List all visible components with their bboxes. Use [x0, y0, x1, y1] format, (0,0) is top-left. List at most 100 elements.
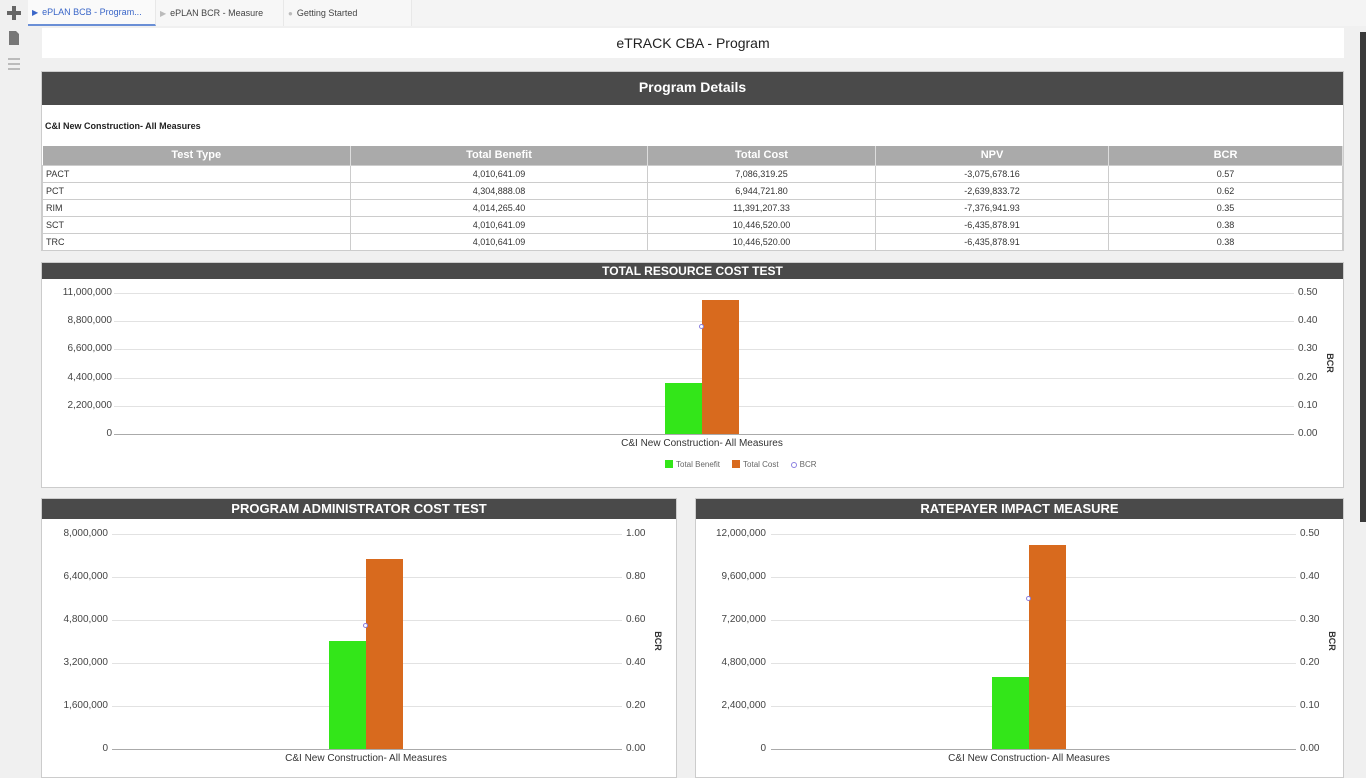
cell: 10,446,520.00	[647, 232, 876, 251]
y2-tick-label: 0.50	[1300, 528, 1320, 539]
y2-tick-label: 0.20	[1298, 371, 1318, 383]
tab-bar: ▶ ePLAN BCB - Program... ▶ ePLAN BCR - M…	[28, 0, 1366, 26]
legend-item[interactable]: Total Cost	[732, 460, 779, 469]
cell: 4,010,641.09	[350, 164, 648, 183]
program-name: C&I New Construction- All Measures	[45, 121, 201, 131]
page-title: eTRACK CBA - Program	[42, 28, 1344, 58]
y-tick-label: 0	[102, 743, 108, 754]
cell: -6,435,878.91	[875, 232, 1109, 251]
y2-tick-label: 0.10	[1300, 700, 1320, 711]
tab-eplan-bcb-program[interactable]: ▶ ePLAN BCB - Program...	[28, 0, 156, 26]
table-row: SCT 4,010,641.09 10,446,520.00 -6,435,878.9…	[42, 215, 1343, 234]
list-icon[interactable]	[6, 56, 22, 72]
bcr-point[interactable]	[1026, 595, 1031, 601]
y-tick-label: 12,000,000	[715, 528, 766, 539]
y-tick-label: 7,200,000	[721, 614, 767, 625]
gridline	[771, 749, 1296, 750]
cell: PCT	[42, 181, 351, 200]
x-category-label: C&I New Construction- All Measures	[621, 438, 783, 449]
tab-label: ePLAN BCR - Measure	[170, 8, 264, 18]
rim-chart: RATEPAYER IMPACT MEASURE 12,000,000 0.50 9,…	[695, 498, 1344, 778]
bar-total-benefit[interactable]	[329, 641, 366, 749]
y2-tick-label: 1.00	[626, 528, 646, 539]
program-details-header: Program Details	[42, 72, 1343, 105]
y-tick-label: 0	[106, 428, 112, 439]
document-icon[interactable]	[6, 30, 22, 46]
table-row: PCT 4,304,888.08 6,944,721.80 -2,639,833.72…	[42, 181, 1343, 200]
cell: 4,010,641.09	[350, 215, 648, 234]
y2-tick-label: 0.00	[1298, 428, 1318, 439]
table-row: RIM 4,014,265.40 11,391,207.33 -7,376,941.9…	[42, 198, 1343, 217]
gridline	[771, 534, 1296, 535]
y-tick-label: 2,200,000	[67, 399, 113, 411]
y2-tick-label: 0.20	[626, 700, 646, 711]
plus-icon[interactable]	[6, 5, 22, 21]
y2-tick-label: 0.80	[626, 571, 646, 582]
y-tick-label: 8,000,000	[63, 528, 109, 539]
y-tick-label: 6,600,000	[67, 343, 113, 355]
cell: 4,304,888.08	[350, 181, 648, 200]
y-tick-label: 9,600,000	[721, 571, 767, 582]
legend-item[interactable]: Total Benefit	[665, 460, 720, 469]
chart-title: RATEPAYER IMPACT MEASURE	[696, 499, 1343, 519]
legend-item[interactable]: BCR	[790, 460, 817, 469]
bar-total-benefit[interactable]	[992, 677, 1029, 749]
y-tick-label: 2,400,000	[721, 700, 767, 711]
dot-icon: ●	[288, 8, 293, 18]
vertical-scrollbar[interactable]	[1360, 32, 1366, 522]
y2-axis-label: BCR	[1326, 630, 1337, 651]
bcr-point[interactable]	[699, 323, 704, 329]
bar-total-cost[interactable]	[1029, 544, 1066, 749]
table-row: PACT 4,010,641.09 7,086,319.25 -3,075,678.1…	[42, 164, 1343, 183]
y-tick-label: 4,800,000	[721, 657, 767, 668]
y2-tick-label: 0.20	[1300, 657, 1320, 668]
chart-title: PROGRAM ADMINISTRATOR COST TEST	[42, 499, 676, 519]
cell: TRC	[42, 232, 351, 251]
program-details-panel: Program Details C&I New Construction- Al…	[41, 71, 1344, 251]
cell: 0.35	[1108, 198, 1343, 217]
y2-tick-label: 0.30	[1298, 343, 1318, 355]
y2-tick-label: 0.00	[626, 743, 646, 754]
gridline	[114, 434, 1294, 435]
cell: 0.38	[1108, 215, 1343, 234]
col-total-benefit: Total Benefit	[350, 146, 648, 165]
x-category-label: C&I New Construction- All Measures	[948, 753, 1110, 764]
cell: -3,075,678.16	[875, 164, 1109, 183]
y-tick-label: 4,400,000	[67, 371, 113, 383]
table-row: TRC 4,010,641.09 10,446,520.00 -6,435,878.9…	[42, 232, 1343, 251]
y2-tick-label: 0.60	[626, 614, 646, 625]
bar-chart-icon	[665, 460, 673, 468]
tab-eplan-bcr-measure[interactable]: ▶ ePLAN BCR - Measure	[156, 0, 284, 26]
cell: RIM	[42, 198, 351, 217]
left-toolbar	[0, 0, 28, 768]
bar-chart-icon	[732, 460, 741, 468]
legend-label: Total Cost	[743, 460, 779, 469]
col-bcr: BCR	[1108, 146, 1343, 165]
col-npv: NPV	[875, 146, 1109, 165]
tab-label: Getting Started	[296, 8, 358, 18]
legend-label: BCR	[799, 460, 817, 469]
line-marker-icon	[790, 462, 797, 468]
trc-chart: TOTAL RESOURCE COST TEST 11,000,000 0.50 8,…	[41, 262, 1344, 488]
bar-total-cost[interactable]	[366, 558, 403, 749]
y2-tick-label: 0.50	[1298, 287, 1318, 298]
y2-tick-label: 0.30	[1300, 614, 1320, 625]
y2-axis-label: BCR	[1324, 352, 1335, 373]
cell: PACT	[42, 164, 351, 183]
bcr-point[interactable]	[363, 623, 368, 629]
cell: 4,010,641.09	[350, 232, 648, 251]
legend-label: Total Benefit	[676, 460, 721, 469]
bar-total-benefit[interactable]	[665, 382, 702, 434]
y2-tick-label: 0.00	[1300, 743, 1320, 754]
cell: 7,086,319.25	[647, 164, 876, 183]
tab-getting-started[interactable]: ● Getting Started	[284, 0, 412, 26]
y2-tick-label: 0.40	[1300, 571, 1320, 582]
col-test-type: Test Type	[42, 146, 351, 165]
cell: 4,014,265.40	[350, 198, 648, 217]
bar-total-cost[interactable]	[702, 300, 739, 434]
cell: -7,376,941.93	[875, 198, 1109, 217]
cell: 0.62	[1108, 181, 1343, 200]
cell: SCT	[42, 215, 351, 234]
y-tick-label: 11,000,000	[62, 287, 112, 298]
cell: -6,435,878.91	[875, 215, 1109, 234]
